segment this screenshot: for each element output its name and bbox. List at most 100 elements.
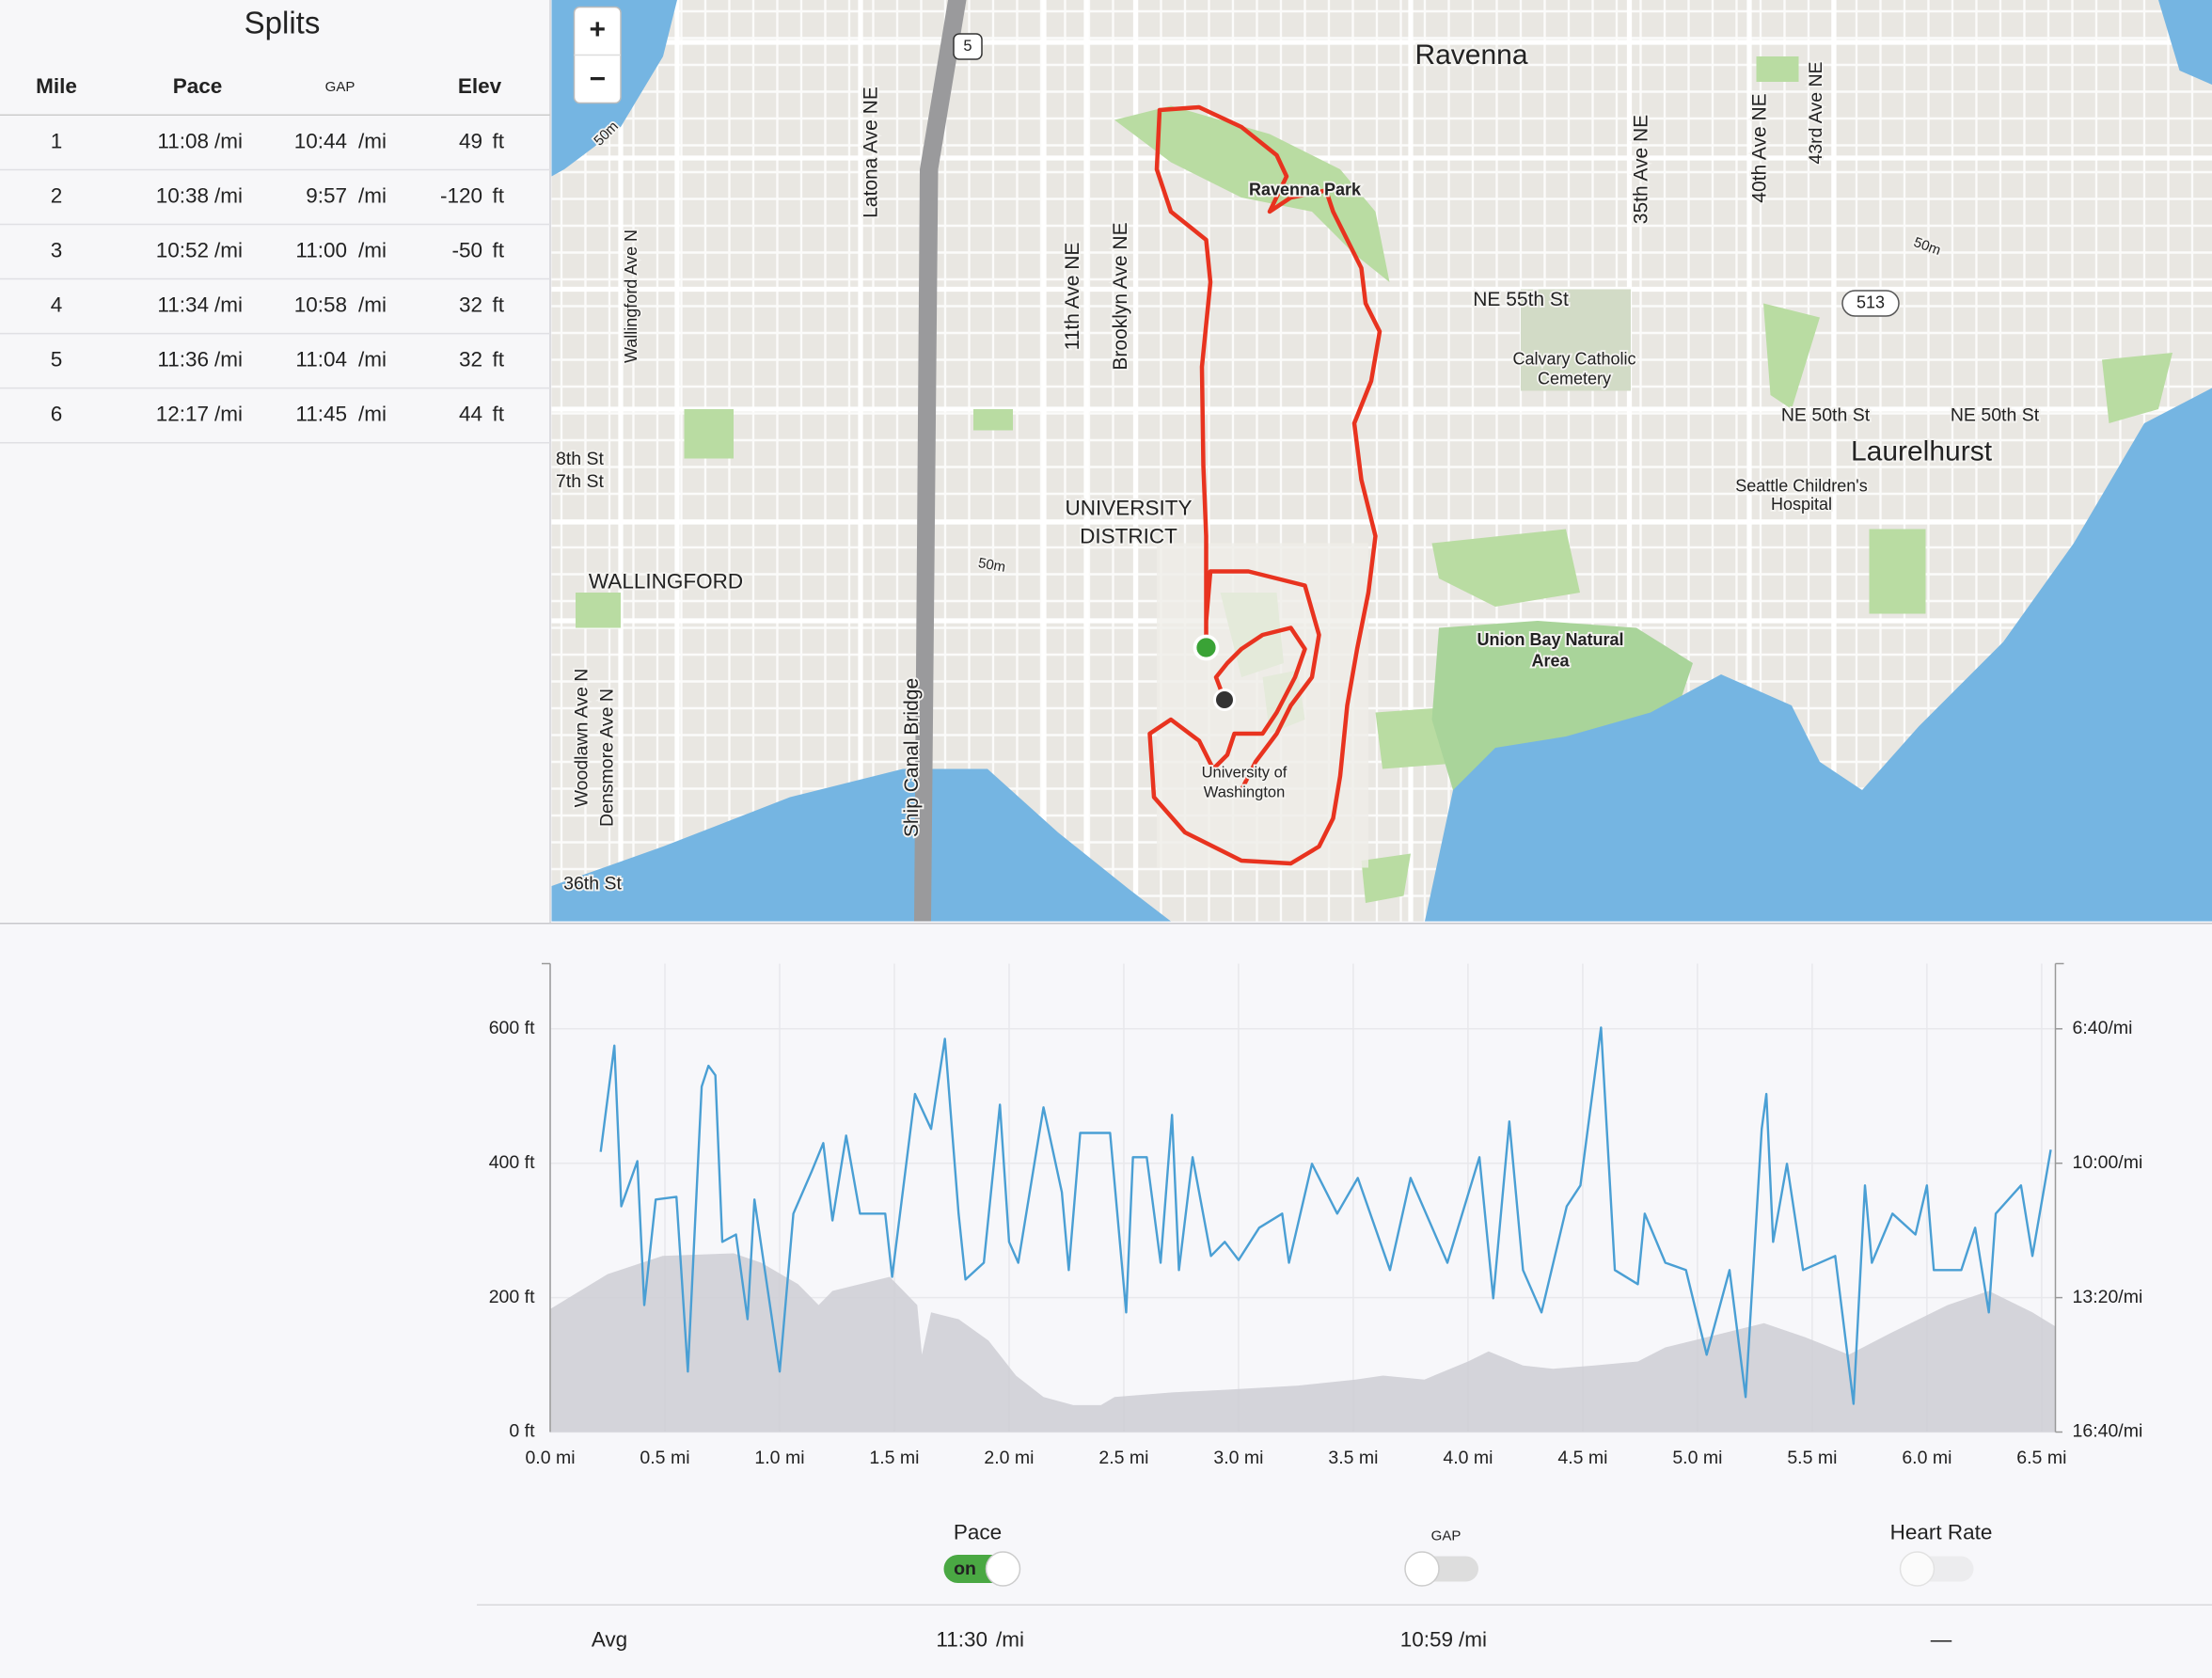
map-label: Ship Canal Bridge <box>901 678 923 837</box>
park <box>1756 56 1799 83</box>
map-label: Cemetery <box>1538 369 1611 388</box>
split-cell: ft <box>493 239 505 262</box>
y-tick-label: 0 ft <box>509 1421 535 1442</box>
split-cell: 11:34 <box>157 293 209 317</box>
split-cell: 11:04 <box>295 348 347 372</box>
split-cell: ft <box>493 348 505 372</box>
split-cell: /mi <box>358 129 387 152</box>
shield <box>1841 290 1900 317</box>
split-cell: /mi <box>214 348 243 372</box>
split-cell: 49 <box>459 129 482 152</box>
map-label: University of <box>1202 764 1288 781</box>
x-tick-label: 5.5 mi <box>1787 1448 1837 1468</box>
map-label: Area <box>1531 651 1570 670</box>
split-cell: 32 <box>459 293 482 317</box>
map-label: Washington <box>1204 784 1286 800</box>
map-label: Seattle Children's <box>1735 476 1868 495</box>
map-label: 7th St <box>556 471 605 492</box>
map-label: DISTRICT <box>1080 524 1177 547</box>
park <box>576 593 621 628</box>
x-tick-label: 0.5 mi <box>640 1448 689 1468</box>
split-cell: /mi <box>214 403 243 426</box>
zoom-in[interactable]: + <box>589 14 606 45</box>
x-tick-label: 3.5 mi <box>1328 1448 1378 1468</box>
split-cell: /mi <box>214 129 243 152</box>
map-label: 8th St <box>556 449 605 469</box>
split-cell: 32 <box>459 348 482 372</box>
x-tick-label: 4.0 mi <box>1443 1448 1493 1468</box>
x-tick-label: 0.0 mi <box>525 1448 575 1468</box>
split-cell: 11:08 <box>157 129 209 152</box>
split-cell: ft <box>493 129 505 152</box>
y2-tick-label: 13:20/mi <box>2073 1287 2143 1307</box>
zoom-out[interactable]: − <box>589 63 606 94</box>
shield-label: 5 <box>963 38 972 55</box>
split-cell: 44 <box>459 403 482 426</box>
split-cell: ft <box>493 183 505 207</box>
column-header: GAP <box>325 79 356 95</box>
water <box>551 768 1171 922</box>
chart: 0.0 mi 0.5 mi 1.0 mi 1.5 mi 2.0 mi 2.5 mi 3.0 … <box>489 962 2143 1468</box>
avg-cell: /mi <box>1459 1627 1487 1651</box>
split-cell: -120 <box>440 183 482 207</box>
x-tick-label: 5.0 mi <box>1672 1448 1722 1468</box>
toggle-label: Heart Rate <box>1890 1520 1993 1543</box>
park <box>1763 303 1820 410</box>
water <box>1425 388 2212 922</box>
x-tick-label: 4.5 mi <box>1557 1448 1607 1468</box>
y2-tick-label: 6:40/mi <box>2073 1018 2133 1038</box>
map-label: Union Bay Natural <box>1477 630 1623 649</box>
split-cell: 6 <box>51 403 63 426</box>
map-label: WALLINGFORD <box>589 569 743 593</box>
split-cell: 11:00 <box>295 239 347 262</box>
avg-cell: /mi <box>996 1627 1024 1651</box>
map: Ravenna Ravenna Park UNIVERSITY DISTRICT WAL… <box>551 0 2212 922</box>
split-cell: 5 <box>51 348 63 372</box>
toggle-label: Pace <box>954 1520 1002 1543</box>
interstate <box>914 0 967 922</box>
y-tick-label: 400 ft <box>489 1152 535 1173</box>
toggle-label: GAP <box>1431 1528 1462 1543</box>
toggle-knob <box>985 1551 1021 1587</box>
split-cell: 2 <box>51 183 63 207</box>
split-cell: /mi <box>358 239 387 262</box>
split-cell: /mi <box>358 403 387 426</box>
park <box>1431 529 1580 608</box>
splits-panel <box>0 0 550 924</box>
avg-cell: 10:59 <box>1400 1627 1453 1651</box>
map-label: Woodlawn Ave N <box>572 669 592 808</box>
split-cell: /mi <box>358 348 387 372</box>
map-label: Latona Ave NE <box>861 87 882 218</box>
park <box>973 409 1013 431</box>
map-label: 11th Ave NE <box>1062 243 1083 351</box>
water <box>2158 0 2212 86</box>
x-tick-label: 6.0 mi <box>1902 1448 1951 1468</box>
x-tick-label: 1.0 mi <box>754 1448 804 1468</box>
split-cell: 12:17 <box>156 403 209 426</box>
map-label: Brooklyn Ave NE <box>1110 222 1131 370</box>
split-cell: 10:58 <box>294 293 347 317</box>
map-label: Calvary Catholic <box>1512 349 1635 368</box>
map-label: 35th Ave NE <box>1631 115 1652 224</box>
split-cell: 10:44 <box>294 129 347 152</box>
column-header: Mile <box>36 74 77 98</box>
x-tick-label: 3.0 mi <box>1213 1448 1263 1468</box>
avg-cell: 11:30 <box>936 1627 988 1651</box>
map-label: 40th Ave NE <box>1749 93 1771 202</box>
split-cell: ft <box>493 293 505 317</box>
split-cell: 4 <box>51 293 63 317</box>
map-label: NE 50th St <box>1951 405 2040 426</box>
split-cell: ft <box>493 403 505 426</box>
toggle-state: on <box>954 1559 976 1579</box>
map-label: UNIVERSITY <box>1065 496 1192 519</box>
split-cell: 11:36 <box>157 348 209 372</box>
split-cell: /mi <box>214 239 243 262</box>
x-tick-label: 2.5 mi <box>1098 1448 1148 1468</box>
route <box>1147 104 1382 866</box>
y2-tick-label: 10:00/mi <box>2073 1152 2143 1173</box>
map-label: Ravenna <box>1414 40 1527 71</box>
